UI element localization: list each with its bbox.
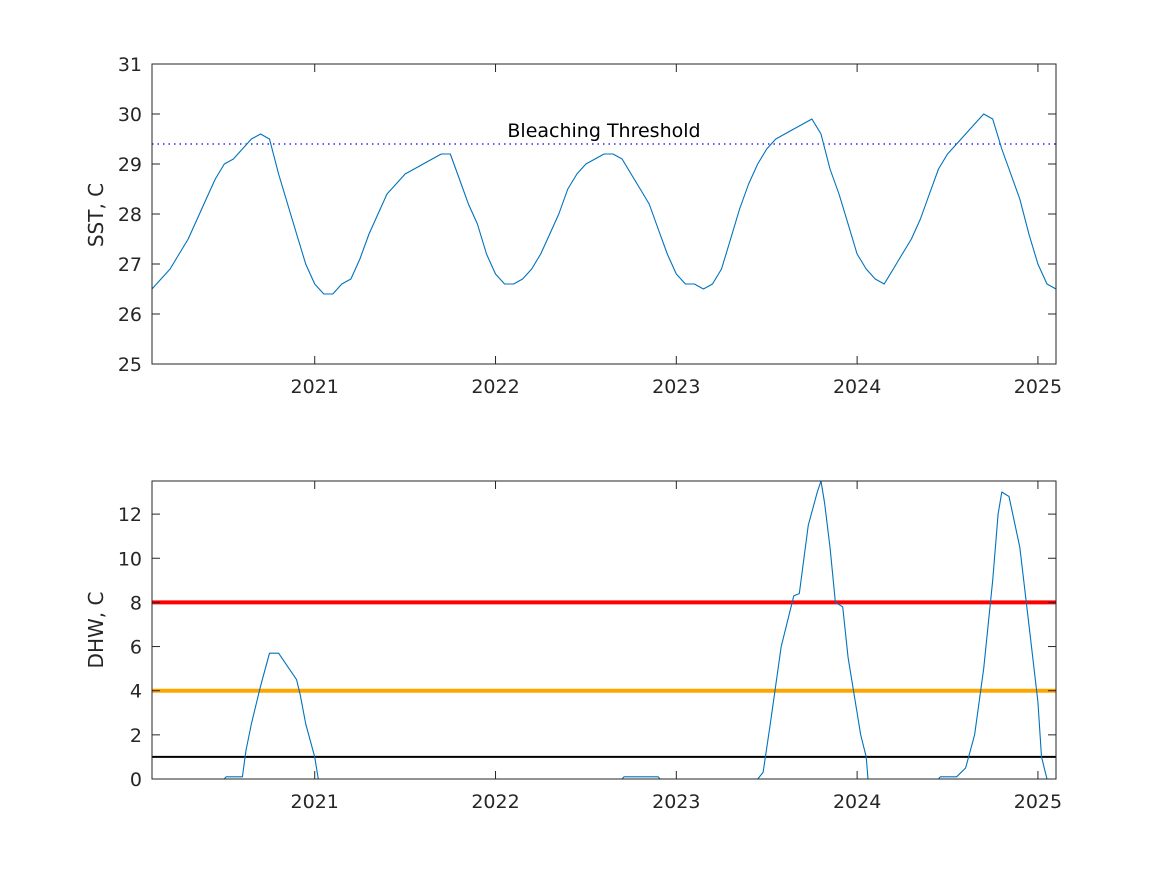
dhw-reference-lines-layer <box>152 600 1056 758</box>
dhw-y-tick-label: 8 <box>130 592 142 614</box>
sst-x-tick-label: 2025 <box>1014 376 1062 398</box>
dhw-y-tick-label: 6 <box>130 637 142 659</box>
dhw-y-tick-label: 10 <box>118 548 142 570</box>
sst-ticks-layer: 2021 2022 2023 2024 2025 25 26 27 28 29 30 31 <box>118 54 1062 398</box>
dhw-x-tick-label: 2021 <box>291 791 339 813</box>
sst-y-tick-label: 27 <box>118 254 142 276</box>
sst-y-tick-label: 25 <box>118 354 142 376</box>
sst-series-layer <box>151 113 1057 295</box>
sst-y-tick-label: 29 <box>118 154 142 176</box>
sst-x-tick-label: 2022 <box>471 376 519 398</box>
dhw-series-line <box>152 480 1056 780</box>
sst-y-axis-label: SST, C <box>84 183 108 247</box>
sst-series-line <box>151 113 1057 295</box>
dhw-x-tick-label: 2025 <box>1014 791 1062 813</box>
dhw-axes-frame <box>151 480 1057 780</box>
sst-y-tick-label: 28 <box>118 204 142 226</box>
dhw-ticks-layer: 2021 2022 2023 2024 2025 0 2 4 6 8 10 12 <box>118 481 1062 813</box>
dhw-axes: 2021 2022 2023 2024 2025 0 2 4 6 8 10 12 DHW, C <box>84 480 1062 813</box>
dhw-y-tick-label: 12 <box>118 504 142 526</box>
dhw-y-tick-label: 4 <box>130 681 142 703</box>
sst-x-tick-label: 2021 <box>291 376 339 398</box>
dhw-x-tick-label: 2023 <box>652 791 700 813</box>
sst-x-tick-label: 2023 <box>652 376 700 398</box>
sst-y-tick-label: 26 <box>118 304 142 326</box>
dhw-series-layer <box>152 480 1056 780</box>
dhw-y-tick-label: 2 <box>130 725 142 747</box>
dhw-x-tick-label: 2022 <box>471 791 519 813</box>
sst-x-tick-label: 2024 <box>833 376 881 398</box>
sst-y-tick-label: 31 <box>118 54 142 76</box>
sst-y-tick-label: 30 <box>118 104 142 126</box>
bleaching-threshold-label: Bleaching Threshold <box>507 120 700 142</box>
dhw-x-tick-label: 2024 <box>833 791 881 813</box>
dhw-y-axis-label: DHW, C <box>84 592 108 669</box>
dhw-y-tick-label: 0 <box>130 769 142 791</box>
sst-axes: 2021 2022 2023 2024 2025 25 26 27 28 29 30 31 SST, … <box>84 54 1062 398</box>
